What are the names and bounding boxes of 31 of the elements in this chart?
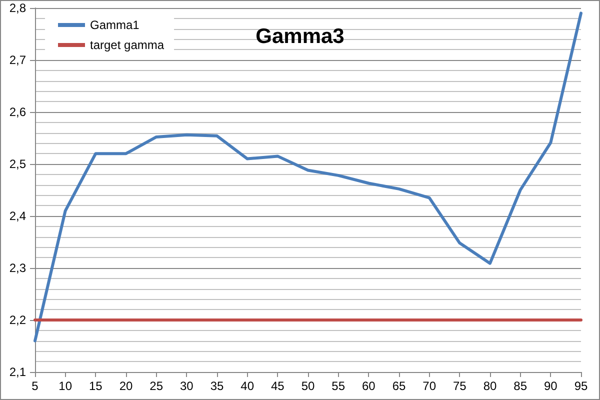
x-tick-label: 20	[119, 379, 133, 393]
legend-label: Gamma1	[90, 18, 140, 32]
x-tick-label: 10	[58, 379, 72, 393]
x-tick-label: 85	[514, 379, 528, 393]
x-tick-label: 90	[544, 379, 558, 393]
y-tick-label: 2,4	[9, 209, 26, 223]
x-tick-label: 50	[301, 379, 315, 393]
y-tick-label: 2,5	[9, 157, 26, 171]
x-tick-label: 30	[180, 379, 194, 393]
x-tick-label: 25	[150, 379, 164, 393]
x-tick-label: 40	[240, 379, 254, 393]
x-tick-label: 45	[270, 379, 285, 393]
legend-label: target gamma	[90, 38, 164, 52]
x-tick-label: 70	[422, 379, 436, 393]
x-tick-label: 15	[88, 379, 103, 393]
x-tick-label: 5	[32, 379, 39, 393]
y-tick-label: 2,1	[9, 365, 26, 379]
x-tick-label: 80	[483, 379, 497, 393]
x-tick-label: 55	[332, 379, 346, 393]
x-tick-label: 75	[452, 379, 467, 393]
line-series	[34, 12, 582, 342]
y-tick-label: 2,8	[9, 1, 26, 15]
y-tick-label: 2,2	[9, 313, 26, 327]
y-tick-label: 2,7	[9, 53, 26, 67]
y-tick-label: 2,3	[9, 261, 26, 275]
x-tick-label: 35	[210, 379, 224, 393]
x-tick-label: 60	[362, 379, 376, 393]
x-tick-label: 65	[392, 379, 406, 393]
x-tick-label: 95	[574, 379, 588, 393]
y-tick-label: 2,6	[9, 105, 26, 119]
text: Gamma3	[256, 25, 344, 48]
